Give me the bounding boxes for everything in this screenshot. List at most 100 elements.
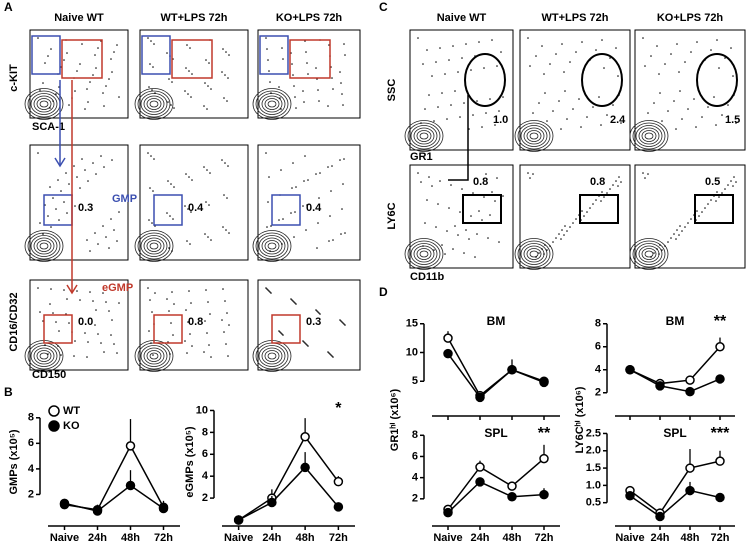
contour	[258, 93, 286, 115]
marker	[158, 503, 169, 514]
event-dot	[735, 122, 737, 124]
gate	[153, 194, 183, 226]
event-dot	[426, 49, 428, 51]
event-dot	[74, 340, 76, 342]
event-dot	[280, 332, 282, 334]
event-dot	[569, 226, 571, 228]
event-dot	[433, 249, 435, 251]
contour	[410, 243, 438, 265]
event-dot	[724, 188, 726, 190]
event-dot	[66, 52, 68, 54]
event-dot	[37, 287, 39, 289]
event-dot	[618, 176, 620, 178]
event-dot	[65, 172, 67, 174]
event-dot	[204, 233, 206, 235]
contour	[419, 132, 429, 140]
gate	[271, 194, 301, 226]
event-dot	[332, 88, 334, 90]
event-dot	[55, 93, 57, 95]
event-dot	[569, 61, 571, 63]
contour	[33, 95, 55, 113]
contour	[252, 230, 292, 262]
event-dot	[572, 222, 574, 224]
event-dot	[222, 226, 224, 228]
contour	[36, 240, 52, 252]
gate	[696, 53, 738, 107]
marker	[655, 511, 665, 522]
event-dot	[552, 110, 554, 112]
event-dot	[532, 112, 534, 114]
event-dot	[483, 67, 485, 69]
y-tick-label: 4	[412, 472, 419, 484]
event-dot	[716, 191, 718, 193]
event-dot	[428, 176, 430, 178]
event-dot	[295, 107, 297, 109]
event-dot	[154, 92, 156, 94]
y-tick-label: 2.0	[586, 445, 601, 457]
event-dot	[186, 352, 188, 354]
event-dot	[113, 343, 115, 345]
event-dot	[586, 211, 588, 213]
contour	[404, 120, 444, 152]
event-dot	[650, 55, 652, 57]
event-dot	[113, 51, 115, 53]
event-dot	[552, 241, 554, 243]
event-dot	[191, 345, 193, 347]
contour	[255, 90, 289, 118]
event-dot	[489, 214, 491, 216]
gate	[289, 39, 331, 79]
event-dot	[63, 201, 65, 203]
chart-title: BM	[487, 314, 506, 328]
event-dot	[575, 51, 577, 53]
contour	[410, 125, 438, 147]
event-dot	[266, 48, 268, 50]
event-dot	[306, 344, 308, 346]
event-dot	[606, 192, 608, 194]
gate-value: 1.5	[725, 114, 740, 126]
event-dot	[439, 180, 441, 182]
event-dot	[647, 173, 649, 175]
event-dot	[620, 122, 622, 124]
gate	[61, 39, 103, 79]
contour	[30, 345, 58, 367]
contour	[264, 98, 280, 110]
event-dot	[332, 356, 334, 358]
arrows	[54, 80, 469, 295]
line	[629, 369, 721, 393]
event-dot	[279, 97, 281, 99]
column-header: KO+LPS 72h	[276, 12, 343, 24]
contour	[143, 237, 165, 255]
event-dot	[44, 344, 46, 346]
event-dot	[282, 218, 284, 220]
event-dot	[113, 229, 115, 231]
event-dot	[280, 108, 282, 110]
marker	[715, 374, 725, 384]
event-dot	[97, 333, 99, 335]
marker	[125, 441, 136, 451]
event-dot	[188, 290, 190, 292]
event-dot	[330, 190, 332, 192]
event-dot	[291, 187, 293, 189]
event-dot	[586, 116, 588, 118]
event-dot	[339, 319, 341, 321]
event-dot	[420, 122, 422, 124]
x-tick-label: 48h	[503, 532, 522, 544]
axis-label: GR1	[410, 151, 433, 163]
event-dot	[150, 155, 152, 157]
event-dot	[650, 256, 652, 258]
event-dot	[563, 234, 565, 236]
event-dot	[461, 188, 463, 190]
event-dot	[690, 51, 692, 53]
event-dot	[222, 288, 224, 290]
marker	[233, 515, 244, 525]
event-dot	[457, 234, 459, 236]
event-dot	[472, 114, 474, 116]
gate	[171, 39, 213, 79]
event-dot	[670, 53, 672, 55]
event-dot	[118, 211, 120, 213]
event-dot	[295, 186, 297, 188]
event-dot	[39, 222, 41, 224]
event-dot	[341, 208, 343, 210]
event-dot	[84, 169, 86, 171]
